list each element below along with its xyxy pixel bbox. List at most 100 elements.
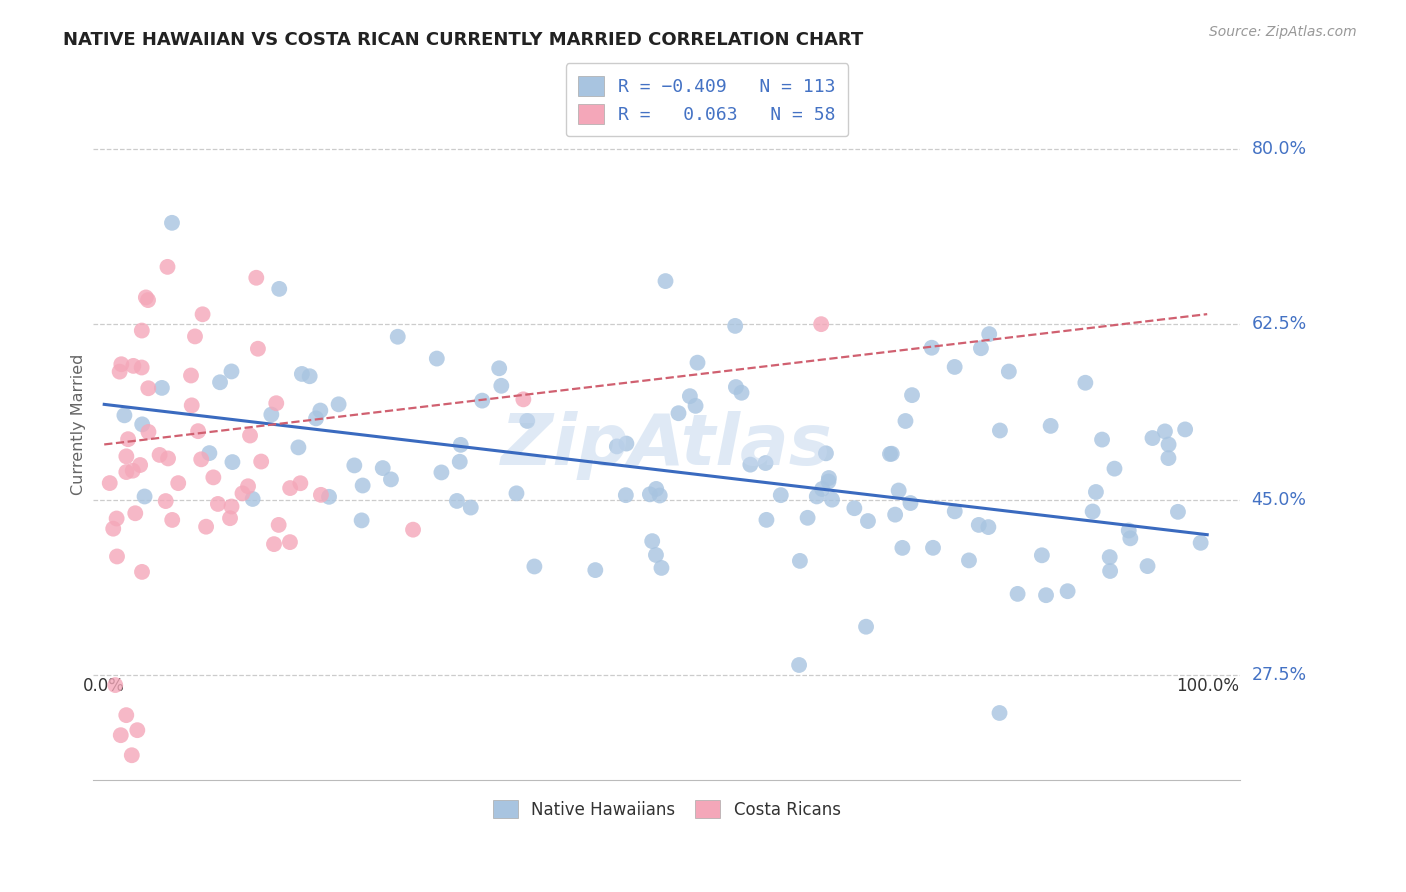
Point xyxy=(887,483,910,498)
Point xyxy=(879,447,901,461)
Point xyxy=(488,361,510,376)
Point xyxy=(309,488,332,502)
Point xyxy=(796,510,818,524)
Point xyxy=(131,360,153,375)
Point xyxy=(491,379,513,393)
Point xyxy=(471,393,494,408)
Text: 80.0%: 80.0% xyxy=(1251,140,1306,158)
Text: 45.0%: 45.0% xyxy=(1251,491,1306,508)
Point xyxy=(818,471,841,485)
Point xyxy=(115,450,138,464)
Point xyxy=(787,658,810,673)
Point xyxy=(219,511,242,525)
Point xyxy=(328,397,350,411)
Point xyxy=(134,490,156,504)
Point xyxy=(187,424,209,438)
Text: Source: ZipAtlas.com: Source: ZipAtlas.com xyxy=(1209,25,1357,39)
Text: ZipAtlas: ZipAtlas xyxy=(501,411,832,480)
Point xyxy=(290,476,312,491)
Point xyxy=(979,327,1001,342)
Text: 27.5%: 27.5% xyxy=(1251,666,1306,684)
Point xyxy=(352,478,374,492)
Point xyxy=(922,541,945,555)
Point xyxy=(1119,531,1142,545)
Point xyxy=(821,492,844,507)
Point xyxy=(894,414,917,428)
Point xyxy=(167,476,190,491)
Point xyxy=(450,438,472,452)
Point xyxy=(131,565,153,579)
Point xyxy=(1081,504,1104,518)
Point xyxy=(115,465,138,479)
Point xyxy=(446,494,468,508)
Point xyxy=(121,748,143,763)
Point xyxy=(155,494,177,508)
Point xyxy=(516,414,538,428)
Point xyxy=(430,466,453,480)
Point xyxy=(967,517,990,532)
Point xyxy=(267,517,290,532)
Point xyxy=(298,369,321,384)
Point xyxy=(98,476,121,491)
Point xyxy=(811,482,834,496)
Point xyxy=(856,514,879,528)
Point xyxy=(755,513,778,527)
Point xyxy=(943,359,966,374)
Point xyxy=(957,553,980,567)
Point xyxy=(1091,433,1114,447)
Point xyxy=(523,559,546,574)
Point xyxy=(426,351,449,366)
Point xyxy=(1007,587,1029,601)
Point xyxy=(131,417,153,432)
Point xyxy=(1157,451,1180,466)
Point xyxy=(1074,376,1097,390)
Point xyxy=(583,563,606,577)
Point xyxy=(309,403,332,417)
Point xyxy=(1035,588,1057,602)
Point xyxy=(202,470,225,484)
Point xyxy=(512,392,534,407)
Point xyxy=(668,406,690,420)
Point xyxy=(686,356,709,370)
Point xyxy=(901,388,924,402)
Point xyxy=(150,381,173,395)
Point xyxy=(110,728,132,742)
Point xyxy=(769,488,792,502)
Point xyxy=(138,425,160,439)
Point xyxy=(988,424,1011,438)
Point xyxy=(970,341,993,355)
Point xyxy=(250,454,273,468)
Point xyxy=(814,446,837,460)
Point xyxy=(184,329,207,343)
Point xyxy=(129,458,152,472)
Point xyxy=(263,537,285,551)
Point xyxy=(318,490,340,504)
Point xyxy=(105,549,128,564)
Point xyxy=(156,260,179,274)
Point xyxy=(105,511,128,525)
Point xyxy=(246,342,269,356)
Point xyxy=(221,500,243,514)
Point xyxy=(117,432,139,446)
Point xyxy=(1174,422,1197,436)
Point xyxy=(884,508,907,522)
Point xyxy=(449,455,471,469)
Point xyxy=(278,481,301,495)
Point xyxy=(685,399,707,413)
Point xyxy=(1084,485,1107,500)
Point xyxy=(157,451,180,466)
Point xyxy=(291,367,314,381)
Point xyxy=(614,488,637,502)
Point xyxy=(127,723,149,738)
Point xyxy=(844,501,866,516)
Point xyxy=(402,523,425,537)
Point xyxy=(998,365,1021,379)
Point xyxy=(108,365,131,379)
Point xyxy=(724,380,747,394)
Point xyxy=(730,385,752,400)
Point xyxy=(1099,564,1122,578)
Point xyxy=(371,461,394,475)
Point xyxy=(305,411,328,425)
Point xyxy=(1157,437,1180,451)
Point xyxy=(1118,524,1140,538)
